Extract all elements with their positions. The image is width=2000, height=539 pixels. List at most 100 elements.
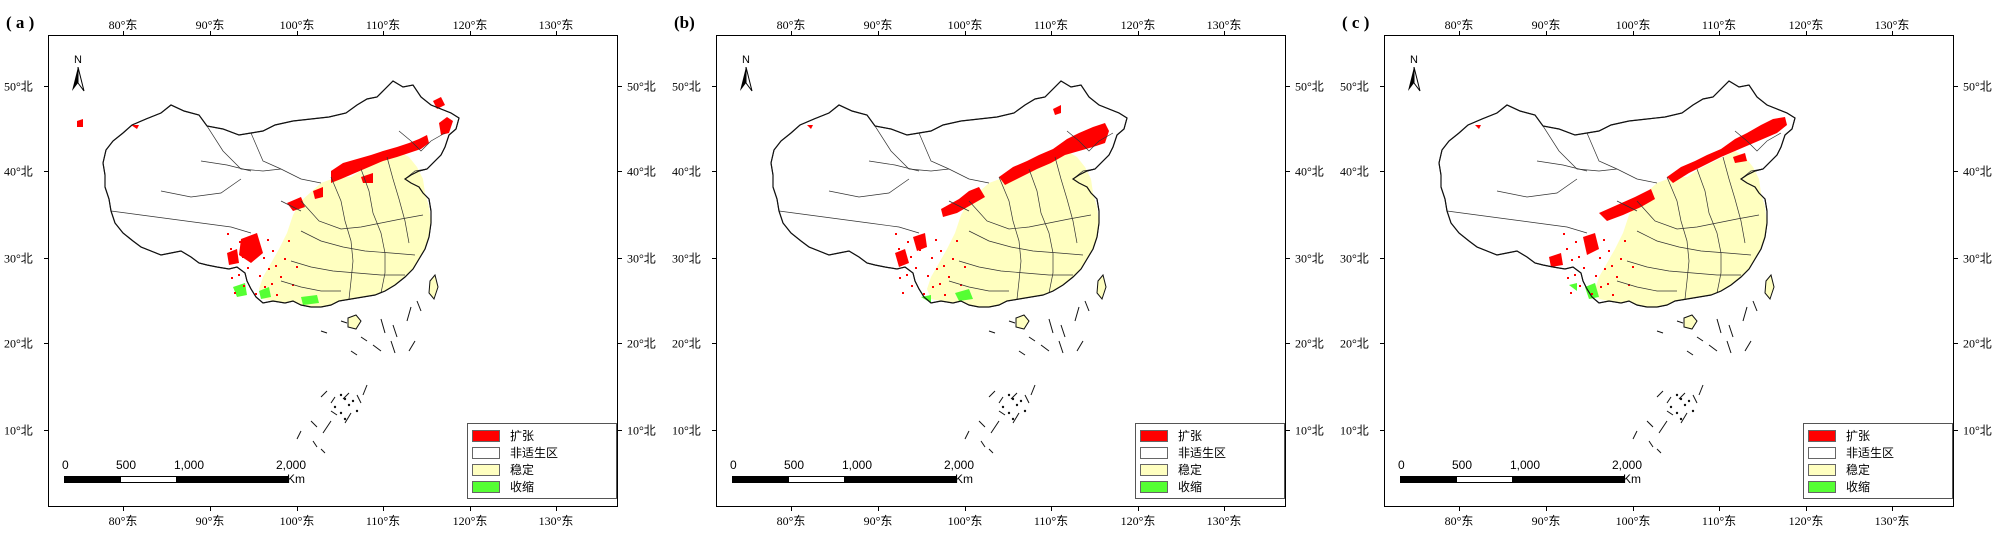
sea-boundary-dash: [1658, 420, 1668, 434]
expansion-speck: [1591, 293, 1593, 295]
south-china-sea-island: [1687, 399, 1691, 403]
tick-mark: [44, 171, 48, 172]
province-boundary: [300, 200, 424, 230]
tick-mark: [1051, 507, 1052, 511]
longitude-tick-label-bottom: 130°东: [1206, 514, 1242, 528]
expansion-speck: [1567, 277, 1569, 279]
longitude-tick-label-top: 110°东: [365, 18, 401, 32]
tick-mark: [297, 31, 298, 35]
longitude-tick-label-bottom: 110°东: [365, 514, 401, 528]
longitude-tick-label-top: 100°东: [279, 18, 315, 32]
legend-item: 稳定: [1140, 461, 1280, 478]
province-boundary: [1666, 176, 1690, 300]
north-arrow-icon: [1408, 67, 1421, 92]
expansion-speck: [932, 286, 934, 288]
province-boundary: [968, 200, 1092, 230]
scale-bar-labels: 0 500 1,000 2,000 Km: [62, 458, 306, 486]
tick-mark: [1224, 507, 1225, 511]
expansion-speck: [936, 268, 938, 270]
legend-label: 收缩: [510, 480, 535, 494]
expansion-speck: [1632, 266, 1634, 268]
map-panel-b: (b) 80°东 80°东 90°东 90°东 100°东 100°东 110°东 110°东 1…: [668, 0, 1324, 539]
sea-boundary-dash: [1656, 448, 1662, 454]
legend-item: 稳定: [472, 461, 612, 478]
scale-bar-unit: Km: [1623, 472, 1641, 486]
tick-mark: [383, 31, 384, 35]
expansion-speck: [251, 249, 253, 251]
tick-mark: [44, 86, 48, 87]
south-china-sea-island: [1691, 409, 1695, 413]
legend-swatch: [1140, 429, 1168, 442]
longitude-tick-label-bottom: 90°东: [863, 514, 893, 528]
sea-boundary-dash: [1708, 344, 1718, 352]
legend-swatch: [1808, 480, 1836, 493]
latitude-tick-label-right: 20°北: [627, 336, 656, 351]
expansion-area: [941, 187, 985, 217]
sea-boundary-dash: [1040, 344, 1050, 352]
south-china-sea-island: [1679, 417, 1683, 421]
province-boundary: [1616, 200, 1638, 212]
longitude-tick-label-top: 120°东: [1120, 18, 1156, 32]
tick-mark: [1806, 31, 1807, 35]
china-map: [1438, 80, 1796, 454]
scale-bar-label: 2,000: [944, 458, 975, 472]
legend-swatch: [1140, 463, 1168, 476]
sea-boundary-dash: [1648, 440, 1654, 448]
expansion-speck: [1566, 248, 1568, 250]
expansion-area: [77, 119, 83, 127]
tick-mark: [1380, 171, 1384, 172]
expansion-speck: [910, 256, 912, 258]
scale-bar: [64, 476, 288, 483]
south-china-sea-island: [343, 417, 347, 421]
expansion-speck: [247, 267, 249, 269]
sea-boundary-dash: [390, 340, 396, 354]
tick-mark: [1892, 507, 1893, 511]
expansion-speck: [276, 294, 278, 296]
tick-mark: [383, 507, 384, 511]
latitude-tick-label-right: 10°北: [627, 423, 656, 438]
south-china-sea-island: [1011, 397, 1015, 401]
sea-boundary-dash: [1024, 394, 1030, 404]
legend-swatch: [1140, 446, 1168, 459]
sea-boundary-dash: [408, 340, 416, 352]
legend-swatch: [472, 463, 500, 476]
island: [1764, 273, 1775, 301]
national-boundary: [1438, 80, 1796, 308]
tick-mark: [791, 31, 792, 35]
south-china-sea-island: [1007, 411, 1011, 415]
legend-label: 扩张: [1178, 429, 1203, 443]
sea-boundary-dash: [1656, 390, 1664, 398]
longitude-tick-label-bottom: 80°东: [108, 514, 138, 528]
expansion-speck: [919, 249, 921, 251]
latitude-tick-label-left: 50°北: [1340, 79, 1369, 94]
expansion-speck: [1611, 265, 1613, 267]
province-boundary: [1446, 210, 1588, 234]
latitude-tick-label-right: 30°北: [627, 251, 656, 266]
expansion-speck: [948, 276, 950, 278]
expansion-speck: [923, 293, 925, 295]
sea-boundary-dash: [1008, 320, 1016, 324]
china-map: [77, 80, 460, 454]
sea-boundary-dash: [342, 392, 350, 400]
tick-mark: [965, 507, 966, 511]
tick-mark: [210, 507, 211, 511]
latitude-tick-label-left: 50°北: [672, 79, 701, 94]
legend-label: 稳定: [1846, 463, 1871, 477]
expansion-area: [913, 233, 927, 251]
legend-item: 非适生区: [1140, 444, 1280, 461]
expansion-area: [1667, 117, 1787, 183]
sea-boundary-dash: [380, 318, 386, 334]
tick-mark: [1051, 31, 1052, 35]
expansion-speck: [1570, 292, 1572, 294]
scale-bar-segment: [733, 477, 789, 482]
sea-boundary-dash: [320, 390, 328, 398]
expansion-speck: [906, 274, 908, 276]
expansion-speck: [1607, 283, 1609, 285]
expansion-speck: [268, 268, 270, 270]
longitude-tick-label-bottom: 120°东: [1120, 514, 1156, 528]
latitude-tick-label-right: 40°北: [627, 164, 656, 179]
longitude-tick-label-top: 80°东: [108, 18, 138, 32]
legend-item: 非适生区: [1808, 444, 1948, 461]
north-arrow-label: N: [1410, 54, 1418, 66]
sea-boundary-dash: [1686, 350, 1694, 356]
